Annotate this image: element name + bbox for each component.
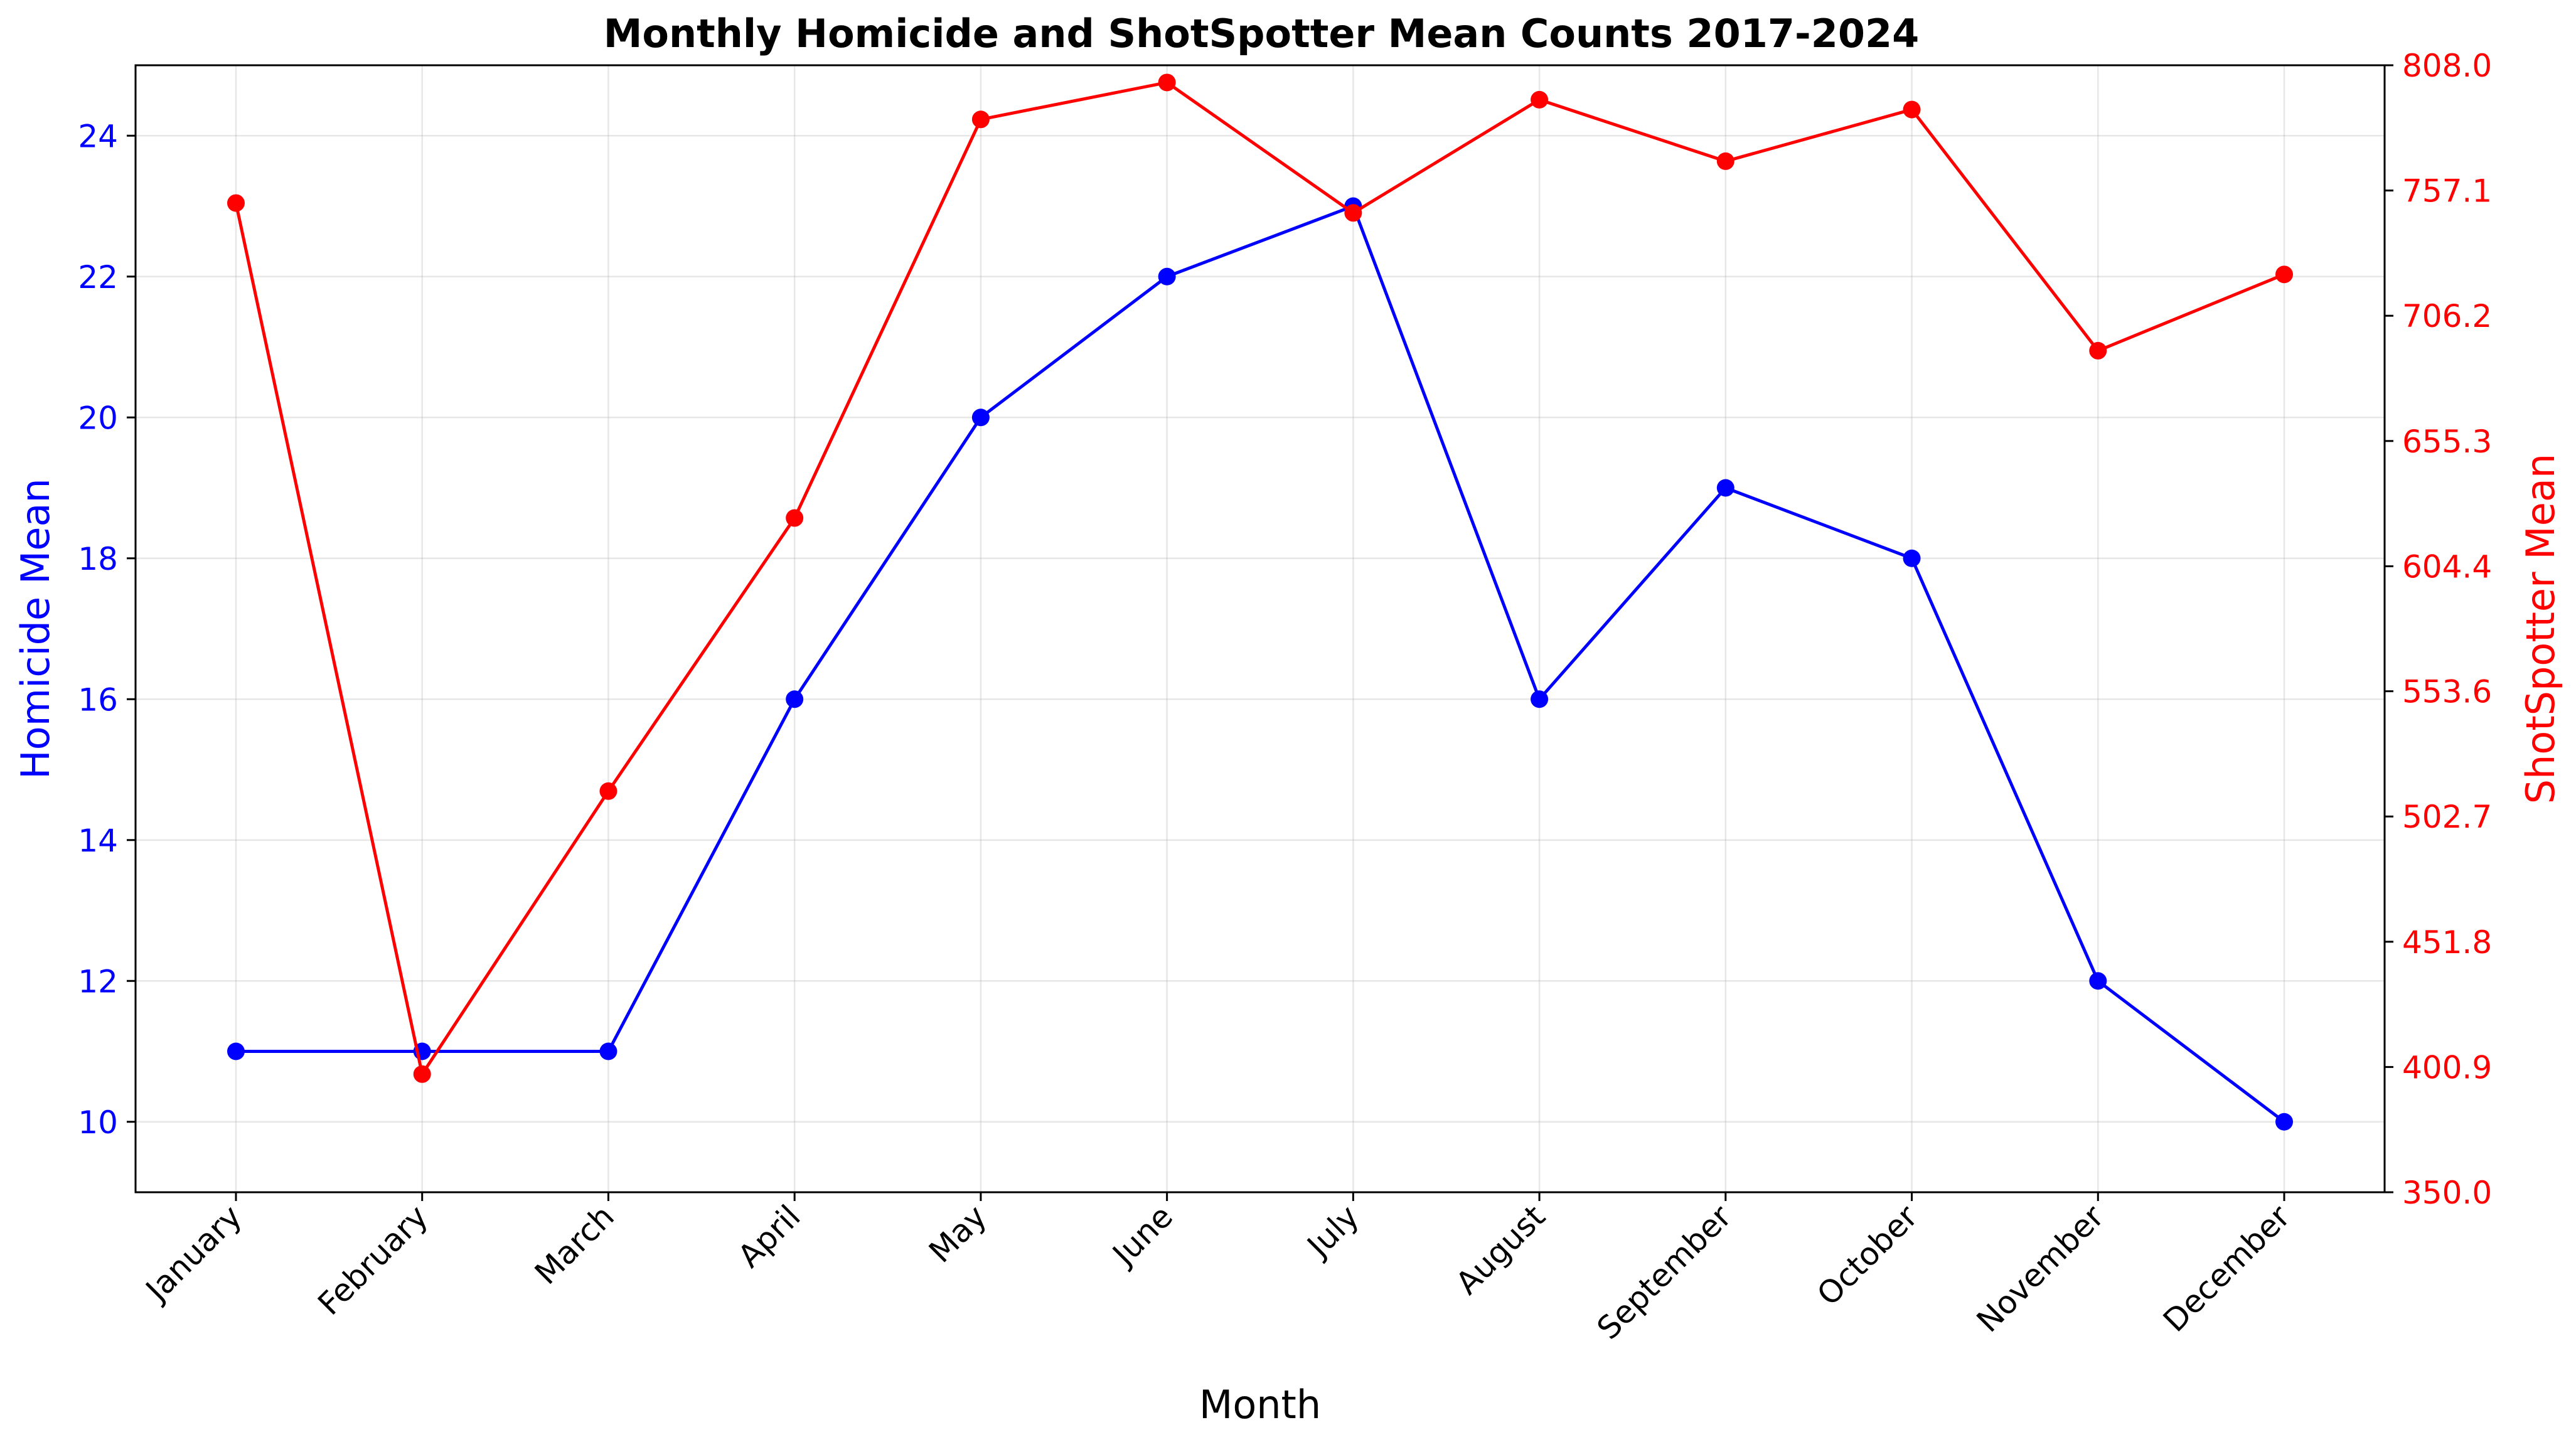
x-tick-label: February xyxy=(311,1198,436,1322)
homicide-point xyxy=(1716,479,1734,497)
chart-title: Monthly Homicide and ShotSpotter Mean Co… xyxy=(604,11,1920,56)
left-tick-label: 20 xyxy=(78,400,118,436)
left-tick-label: 10 xyxy=(78,1104,118,1141)
left-tick-label: 24 xyxy=(78,118,118,154)
right-axis-ticks: 350.0 400.9 451.8 502.7 553.6 604.4 655.3 706.2… xyxy=(2385,48,2492,1211)
series-layer xyxy=(227,73,2293,1131)
left-tick-label: 16 xyxy=(78,681,118,718)
right-tick-label: 502.7 xyxy=(2402,799,2492,835)
shotspotter-point xyxy=(599,782,617,800)
shotspotter-point xyxy=(2089,341,2107,360)
x-tick-label: August xyxy=(1449,1198,1553,1301)
x-tick-label: December xyxy=(2156,1198,2297,1339)
shotspotter-point xyxy=(227,194,245,212)
left-axis-label: Homicide Mean xyxy=(13,478,58,779)
shotspotter-point xyxy=(413,1065,431,1083)
left-axis-ticks: 10 12 14 16 18 20 22 24 xyxy=(78,118,136,1141)
x-tick-label: March xyxy=(528,1198,621,1291)
x-axis-ticks: January February March April May June July Augu… xyxy=(137,1192,2297,1347)
shotspotter-series-line xyxy=(234,80,2285,1076)
x-axis-label: Month xyxy=(1199,1382,1321,1428)
right-tick-label: 655.3 xyxy=(2402,424,2492,460)
homicide-point xyxy=(1158,267,1176,286)
homicide-point xyxy=(1531,690,1549,708)
right-tick-label: 400.9 xyxy=(2402,1049,2492,1086)
x-tick-label: May xyxy=(922,1198,993,1269)
left-tick-label: 18 xyxy=(78,541,118,577)
homicide-series-line xyxy=(236,205,2285,1123)
left-tick-label: 14 xyxy=(78,823,118,859)
right-tick-label: 706.2 xyxy=(2402,298,2492,334)
x-tick-label: November xyxy=(1970,1198,2111,1339)
grid xyxy=(136,65,2385,1192)
right-tick-label: 808.0 xyxy=(2402,48,2492,84)
shotspotter-point xyxy=(1344,204,1362,222)
homicide-point xyxy=(2275,1113,2293,1131)
x-tick-label: June xyxy=(1104,1198,1180,1273)
shotspotter-point xyxy=(1903,100,1921,119)
plot-frame xyxy=(134,64,2386,1193)
shotspotter-point xyxy=(1716,152,1734,170)
left-tick-label: 12 xyxy=(78,963,118,1000)
homicide-point xyxy=(599,1042,617,1060)
homicide-point xyxy=(227,1042,245,1060)
shotspotter-point xyxy=(971,110,990,129)
shotspotter-point xyxy=(1531,90,1549,109)
x-tick-label: September xyxy=(1590,1198,1739,1347)
right-tick-label: 350.0 xyxy=(2402,1175,2492,1211)
shotspotter-point xyxy=(1158,73,1176,92)
right-axis-label: ShotSpotter Mean xyxy=(2518,454,2563,804)
shotspotter-point xyxy=(2275,265,2293,284)
x-tick-label: July xyxy=(1299,1198,1366,1265)
right-tick-label: 451.8 xyxy=(2402,924,2492,961)
homicide-point xyxy=(1903,549,1921,567)
left-tick-label: 22 xyxy=(78,259,118,296)
shotspotter-point xyxy=(786,509,804,527)
x-tick-label: April xyxy=(731,1198,808,1274)
homicide-point xyxy=(2089,972,2107,990)
x-tick-label: October xyxy=(1810,1198,1925,1313)
right-tick-label: 757.1 xyxy=(2402,173,2492,210)
right-tick-label: 604.4 xyxy=(2402,548,2492,585)
homicide-point xyxy=(971,408,990,427)
x-tick-label: January xyxy=(137,1198,249,1309)
right-tick-label: 553.6 xyxy=(2402,674,2492,710)
homicide-point xyxy=(786,690,804,708)
